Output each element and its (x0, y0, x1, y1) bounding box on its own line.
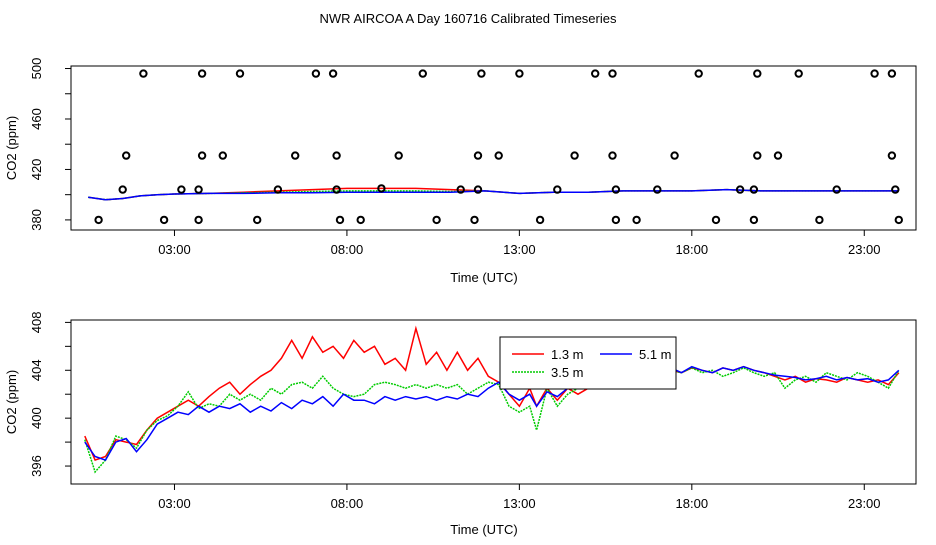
upper-y-axis-label: CO2 (ppm) (4, 116, 19, 180)
calibration-point (773, 151, 783, 160)
series-line-5-1-m (88, 188, 899, 201)
calibration-point (694, 69, 703, 78)
calibration-point (194, 215, 203, 225)
calibration-point (218, 151, 228, 160)
calibration-point (432, 215, 441, 225)
calibration-point (332, 151, 341, 160)
series-line-1-3-m (84, 325, 900, 462)
calibration-point (794, 69, 803, 78)
calibration-point (94, 215, 103, 225)
calibration-point (311, 69, 321, 78)
x-tick-label: 13:00 (503, 242, 536, 257)
series-line-5-1-m (84, 365, 900, 462)
calibration-point (332, 185, 341, 194)
calibration-point (632, 215, 641, 225)
y-tick-label: 400 (29, 407, 44, 429)
calibration-point (235, 69, 245, 78)
lower-plot-frame (70, 319, 917, 485)
calibration-point (456, 185, 465, 194)
calibration-point (356, 215, 365, 225)
calibration-point (159, 215, 169, 225)
calibration-point (418, 69, 427, 78)
calibration-point (494, 151, 503, 160)
calibration-point (291, 151, 300, 160)
lower-panel: Time (UTC) CO2 (ppm) 1.3 m 3.5 m 5.1 m 0… (4, 312, 917, 537)
calibration-point (118, 185, 127, 194)
calibration-point (139, 69, 148, 78)
calibration-point (887, 151, 897, 160)
upper-panel: Time (UTC) CO2 (ppm) 03:00 08:00 13:00 18:0… (4, 58, 917, 285)
upper-x-axis-label: Time (UTC) (450, 270, 517, 285)
calibration-point (177, 185, 186, 194)
calibration-point (328, 69, 338, 78)
calibration-point (477, 69, 486, 78)
y-tick-label: 420 (29, 159, 44, 181)
calibration-point (470, 215, 479, 225)
chart-title: NWR AIRCOA A Day 160716 Calibrated Times… (320, 11, 617, 26)
series-line-3-5-m (84, 367, 900, 474)
upper-plot-frame (70, 65, 917, 231)
calibration-point (832, 185, 841, 194)
calibration-point (570, 151, 579, 160)
calibration-point (608, 69, 617, 78)
calibration-point (611, 215, 621, 225)
calibration-point (273, 185, 283, 194)
calibration-point (197, 151, 207, 160)
x-tick-label: 18:00 (676, 496, 709, 511)
calibration-point (515, 69, 524, 78)
x-tick-label: 03:00 (158, 496, 191, 511)
calibration-point (535, 215, 545, 225)
x-tick-label: 18:00 (676, 242, 709, 257)
calibration-point (815, 215, 824, 225)
calibration-point (735, 185, 745, 194)
calibration-point (753, 151, 762, 160)
calibration-point (653, 185, 662, 194)
calibration-point (194, 185, 203, 194)
x-tick-label: 23:00 (848, 242, 881, 257)
calibration-point (753, 69, 762, 78)
chart-legend: 1.3 m 3.5 m 5.1 m (499, 336, 677, 390)
calibration-point (749, 215, 759, 225)
legend-label-3-5m: 3.5 m (551, 365, 584, 380)
calibration-point (473, 185, 483, 194)
calibration-point (749, 185, 759, 194)
calibration-point (122, 151, 131, 160)
y-tick-label: 396 (29, 455, 44, 477)
calibration-point (473, 151, 483, 160)
x-tick-label: 03:00 (158, 242, 191, 257)
legend-box (499, 336, 677, 390)
x-tick-label: 23:00 (848, 496, 881, 511)
calibration-point (377, 184, 386, 193)
calibration-point (591, 69, 600, 78)
legend-label-5-1m: 5.1 m (639, 347, 672, 362)
calibration-point (891, 185, 900, 194)
calibration-point (611, 185, 621, 194)
calibration-point (553, 185, 562, 194)
y-tick-label: 380 (29, 209, 44, 231)
x-tick-label: 08:00 (331, 496, 364, 511)
calibration-point (711, 215, 721, 225)
y-tick-label: 408 (29, 312, 44, 334)
lower-x-axis-label: Time (UTC) (450, 522, 517, 537)
legend-label-1-3m: 1.3 m (551, 347, 584, 362)
calibration-point (394, 151, 403, 160)
calibration-point (197, 69, 207, 78)
y-tick-label: 460 (29, 108, 44, 130)
lower-y-axis-label: CO2 (ppm) (4, 370, 19, 434)
calibration-point (335, 215, 345, 225)
y-tick-label: 404 (29, 359, 44, 381)
x-tick-label: 13:00 (503, 496, 536, 511)
calibration-point (608, 151, 617, 160)
x-tick-label: 08:00 (331, 242, 364, 257)
y-tick-label: 500 (29, 58, 44, 80)
calibration-point (870, 69, 879, 78)
calibration-point (253, 215, 262, 225)
calibration-point (887, 69, 897, 78)
calibration-point (894, 215, 903, 225)
calibration-point (670, 151, 679, 160)
